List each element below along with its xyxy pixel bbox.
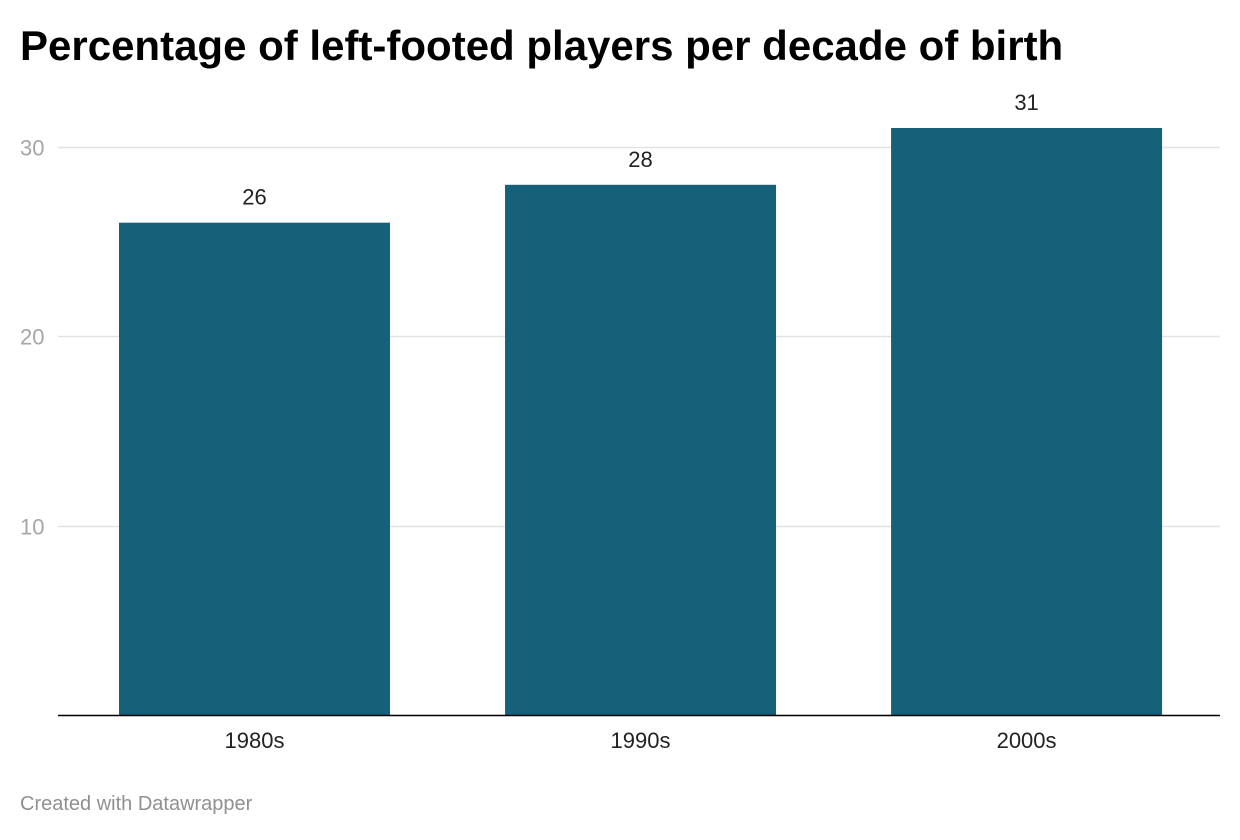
y-tick-label: 30	[20, 136, 44, 161]
bars	[119, 128, 1163, 715]
x-tick-label: 1980s	[225, 728, 285, 753]
y-tick-label: 10	[20, 515, 44, 540]
bar	[119, 222, 390, 715]
credit-text: Created with Datawrapper	[20, 793, 253, 815]
bar-value-label: 26	[242, 185, 266, 210]
bar-value-label: 28	[628, 147, 652, 172]
bar-value-label: 31	[1014, 90, 1038, 115]
chart-title: Percentage of left-footed players per de…	[20, 22, 1064, 69]
x-tick-label: 2000s	[997, 728, 1057, 753]
bar	[891, 128, 1163, 715]
bar	[505, 184, 777, 715]
y-tick-label: 20	[20, 325, 44, 350]
labels: 26 1980s 28 1990s 31 2000s	[225, 90, 1057, 753]
x-tick-label: 1990s	[611, 728, 671, 753]
